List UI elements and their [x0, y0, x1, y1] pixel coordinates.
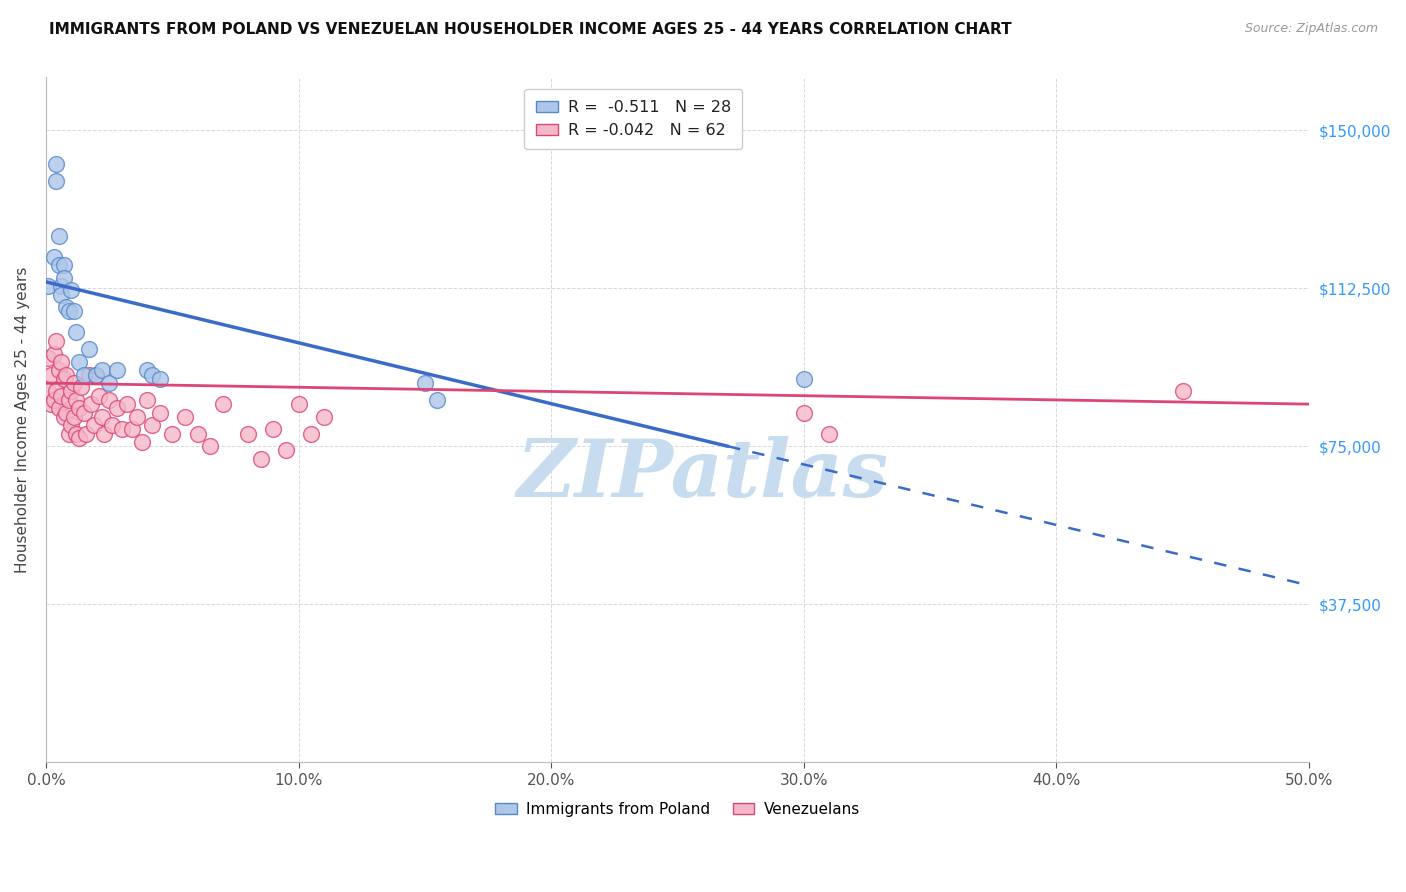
Point	[58, 426, 80, 441]
Point	[131, 435, 153, 450]
Point	[49, 355, 72, 369]
Point	[274, 443, 297, 458]
Point	[55, 300, 77, 314]
Point	[48, 258, 70, 272]
Point	[77, 368, 100, 382]
Point	[77, 343, 100, 357]
Point	[67, 355, 90, 369]
Point	[52, 409, 75, 424]
Point	[426, 392, 449, 407]
Point	[73, 406, 96, 420]
Point	[55, 406, 77, 420]
Point	[198, 439, 221, 453]
Point	[39, 397, 62, 411]
Point	[86, 368, 108, 382]
Point	[83, 418, 105, 433]
Point	[136, 392, 159, 407]
Point	[111, 422, 134, 436]
Point	[1171, 384, 1194, 399]
Point	[86, 368, 108, 382]
Point	[45, 334, 67, 348]
Point	[249, 451, 271, 466]
Point	[299, 426, 322, 441]
Point	[49, 389, 72, 403]
Point	[42, 392, 65, 407]
Point	[312, 409, 335, 424]
Point	[65, 392, 87, 407]
Point	[121, 422, 143, 436]
Y-axis label: Householder Income Ages 25 - 44 years: Householder Income Ages 25 - 44 years	[15, 267, 30, 574]
Point	[67, 401, 90, 416]
Point	[37, 384, 59, 399]
Legend: Immigrants from Poland, Venezuelans: Immigrants from Poland, Venezuelans	[489, 796, 866, 823]
Point	[162, 426, 184, 441]
Point	[52, 258, 75, 272]
Point	[60, 384, 83, 399]
Point	[37, 351, 59, 365]
Point	[60, 283, 83, 297]
Point	[149, 372, 172, 386]
Text: IMMIGRANTS FROM POLAND VS VENEZUELAN HOUSEHOLDER INCOME AGES 25 - 44 YEARS CORRE: IMMIGRANTS FROM POLAND VS VENEZUELAN HOU…	[49, 22, 1012, 37]
Point	[105, 363, 128, 377]
Point	[60, 418, 83, 433]
Point	[413, 376, 436, 390]
Point	[98, 376, 121, 390]
Point	[141, 418, 163, 433]
Point	[62, 409, 84, 424]
Point	[93, 426, 115, 441]
Point	[186, 426, 208, 441]
Point	[90, 409, 112, 424]
Point	[262, 422, 284, 436]
Point	[80, 397, 103, 411]
Point	[52, 372, 75, 386]
Point	[65, 426, 87, 441]
Point	[136, 363, 159, 377]
Point	[58, 304, 80, 318]
Point	[42, 346, 65, 360]
Point	[39, 368, 62, 382]
Point	[115, 397, 138, 411]
Point	[48, 363, 70, 377]
Point	[52, 270, 75, 285]
Point	[70, 380, 93, 394]
Point	[105, 401, 128, 416]
Point	[65, 326, 87, 340]
Point	[236, 426, 259, 441]
Point	[174, 409, 197, 424]
Point	[818, 426, 841, 441]
Point	[62, 376, 84, 390]
Text: Source: ZipAtlas.com: Source: ZipAtlas.com	[1244, 22, 1378, 36]
Point	[48, 401, 70, 416]
Point	[73, 368, 96, 382]
Text: ZIPatlas: ZIPatlas	[516, 436, 889, 514]
Point	[793, 372, 815, 386]
Point	[48, 228, 70, 243]
Point	[55, 368, 77, 382]
Point	[49, 287, 72, 301]
Point	[62, 304, 84, 318]
Point	[100, 418, 122, 433]
Point	[67, 431, 90, 445]
Point	[125, 409, 148, 424]
Point	[42, 250, 65, 264]
Point	[287, 397, 309, 411]
Point	[793, 406, 815, 420]
Point	[58, 392, 80, 407]
Point	[149, 406, 172, 420]
Point	[141, 368, 163, 382]
Point	[37, 279, 59, 293]
Point	[87, 389, 110, 403]
Point	[45, 157, 67, 171]
Point	[75, 426, 97, 441]
Point	[45, 174, 67, 188]
Point	[49, 279, 72, 293]
Point	[211, 397, 233, 411]
Point	[98, 392, 121, 407]
Point	[45, 384, 67, 399]
Point	[90, 363, 112, 377]
